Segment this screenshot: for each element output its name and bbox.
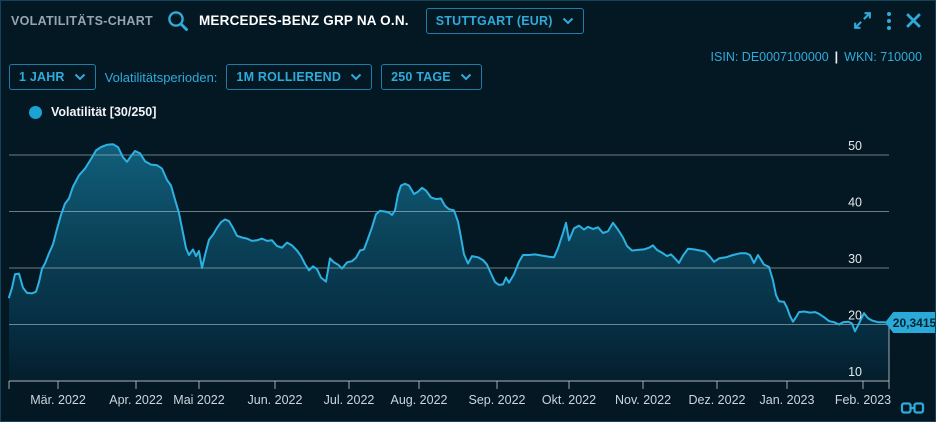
chevron-down-icon: [74, 73, 85, 81]
x-axis-label: Sep. 2022: [469, 393, 526, 407]
last-value-badge: 20,3415: [885, 312, 935, 333]
y-axis-label: 50: [848, 139, 862, 153]
instrument-name: MERCEDES-BENZ GRP NA O.N.: [198, 13, 409, 28]
y-axis-label: 30: [848, 252, 862, 266]
x-axis-label: Jan. 2023: [760, 393, 815, 407]
chevron-down-icon: [460, 73, 472, 81]
rolling-period-select-value: 1M ROLLIEREND: [236, 70, 342, 84]
x-axis-label: Mai 2022: [173, 393, 224, 407]
isin-wkn-separator: |: [834, 50, 839, 64]
chevron-down-icon: [562, 17, 573, 24]
series-line: [8, 143, 890, 333]
days-select-value: 250 TAGE: [391, 70, 451, 84]
kebab-menu-icon[interactable]: [886, 11, 892, 31]
x-axis-label: Nov. 2022: [615, 393, 671, 407]
widget-title: VOLATILITÄTS-CHART: [11, 13, 153, 28]
expand-icon[interactable]: [852, 10, 873, 31]
search-icon[interactable]: [166, 9, 190, 33]
x-axis-label: Jul. 2022: [324, 393, 375, 407]
timeframe-select-value: 1 JAHR: [19, 70, 65, 84]
x-axis-label: Aug. 2022: [391, 393, 448, 407]
exchange-select-value: STUTTGART (EUR): [435, 13, 553, 28]
x-axis-label: Okt. 2022: [542, 393, 596, 407]
chevron-down-icon: [350, 73, 362, 81]
x-axis-label: Feb. 2023: [835, 393, 891, 407]
series-area-fill: [9, 144, 889, 381]
rolling-period-select[interactable]: 1M ROLLIEREND: [226, 64, 373, 90]
chart-controls: 1 JAHR Volatilitätsperioden: 1M ROLLIERE…: [9, 64, 482, 90]
header-icons: [852, 10, 922, 31]
x-axis-label: Dez. 2022: [689, 393, 746, 407]
y-axis-label: 10: [848, 365, 862, 379]
header: VOLATILITÄTS-CHART MERCEDES-BENZ GRP NA …: [11, 7, 584, 34]
isin-value: ISIN: DE0007100000: [710, 50, 829, 64]
legend-label: Volatilität [30/250]: [51, 105, 157, 119]
close-icon[interactable]: [905, 12, 922, 29]
exchange-select[interactable]: STUTTGART (EUR): [425, 7, 584, 34]
volatility-periods-label: Volatilitätsperioden:: [104, 69, 218, 85]
isin-wkn-row: ISIN: DE0007100000 | WKN: 710000: [711, 50, 922, 64]
legend-item[interactable]: Volatilität [30/250]: [29, 105, 156, 119]
series-color-dot: [29, 105, 42, 119]
y-axis-label: 20: [848, 309, 862, 323]
x-axis-label: Mär. 2022: [30, 393, 86, 407]
days-select[interactable]: 250 TAGE: [381, 64, 482, 90]
timeframe-select[interactable]: 1 JAHR: [9, 64, 96, 90]
wkn-value: WKN: 710000: [844, 50, 922, 64]
infront-link-icon[interactable]: [900, 400, 925, 416]
x-axis-label: Apr. 2022: [109, 393, 163, 407]
x-axis-label: Jun. 2022: [248, 393, 303, 407]
y-axis-label: 40: [848, 196, 862, 210]
